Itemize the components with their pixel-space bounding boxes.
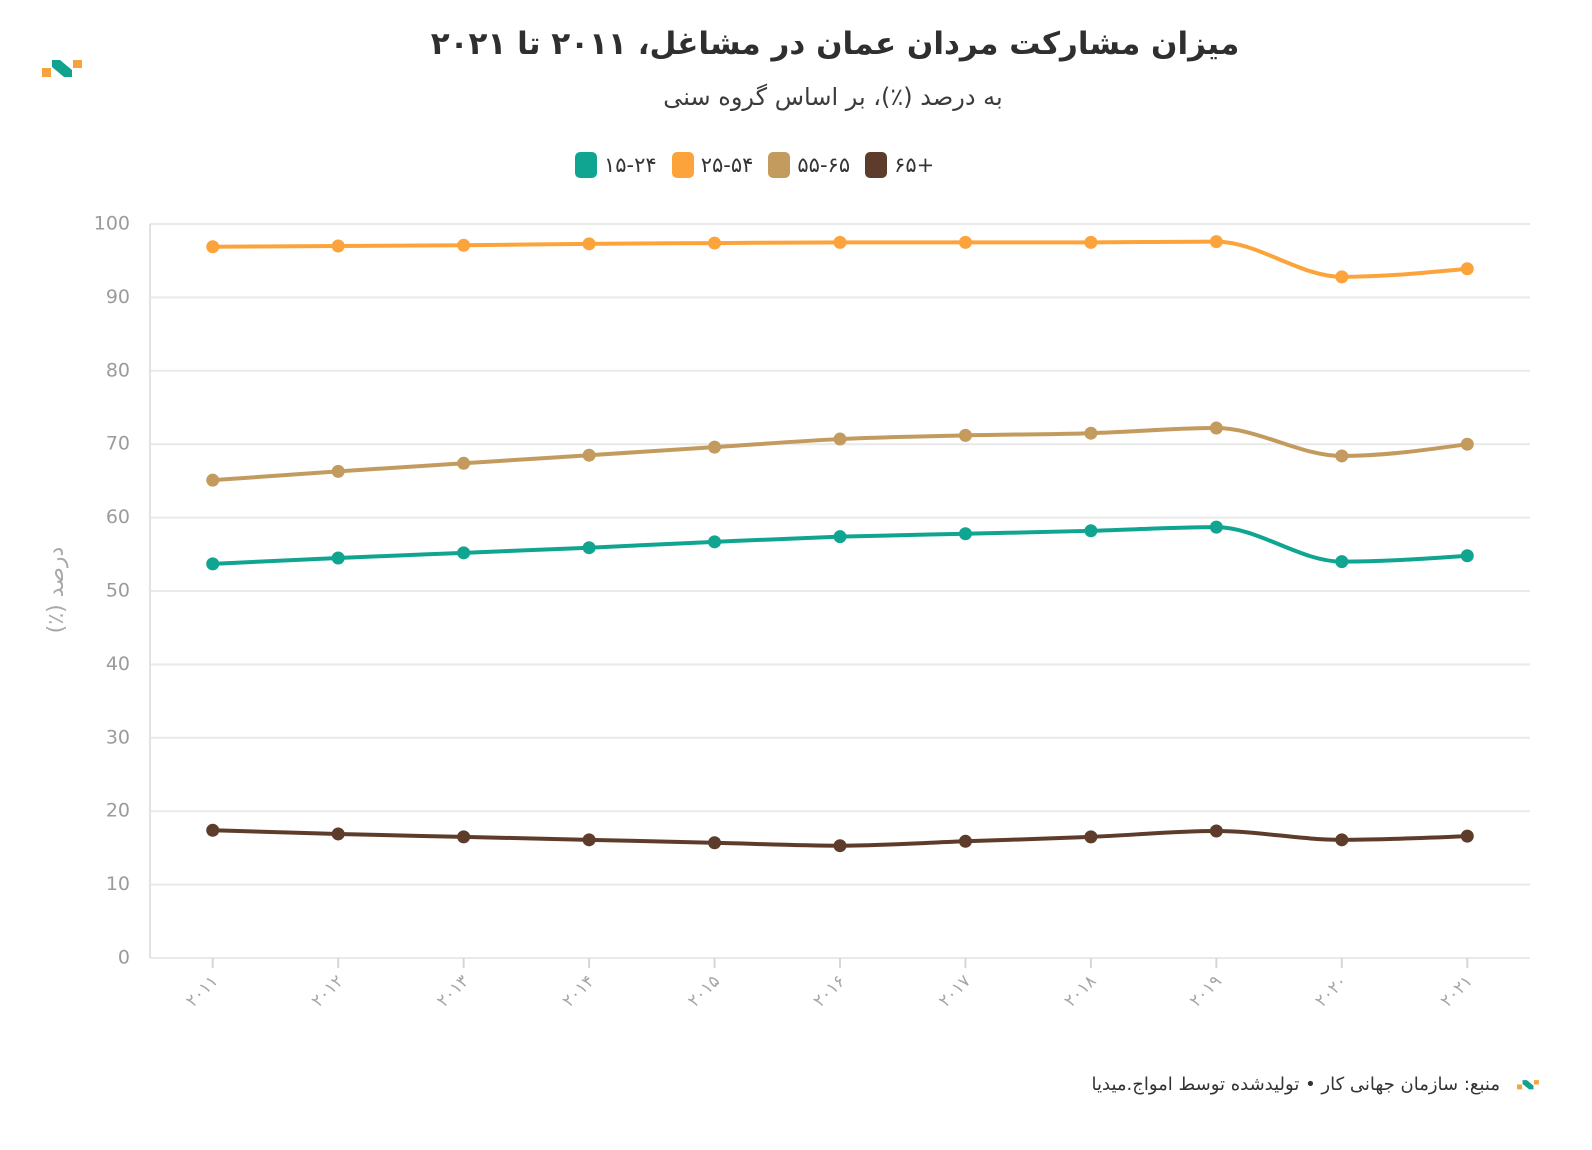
- gridlines: [150, 223, 1530, 959]
- data-point-1-6: [958, 235, 972, 249]
- legend-item-65-plus: ۶۵+: [865, 152, 934, 178]
- legend-swatch: [671, 152, 694, 178]
- data-point-2-3: [582, 448, 596, 462]
- x-tick-label: ۲۰۱۹: [1186, 971, 1226, 1011]
- data-point-0-3: [582, 541, 596, 555]
- data-point-1-2: [457, 238, 471, 252]
- y-tick-label: 0: [118, 947, 130, 969]
- x-tick-label: ۲۰۱۷: [935, 971, 975, 1011]
- source-note: منبع: سازمان جهانی کار • تولیدشده توسط ا…: [1091, 1074, 1501, 1095]
- chart-subtitle: به درصد (٪)، بر اساس گروه سنی: [663, 83, 1003, 111]
- data-point-1-7: [1084, 235, 1098, 249]
- x-tick-label: ۲۰۱۵: [684, 971, 724, 1011]
- data-point-0-6: [958, 527, 972, 541]
- legend-item-25-54: ۲۵-۵۴: [671, 152, 754, 178]
- legend-swatch: [865, 152, 888, 178]
- data-point-0-2: [457, 546, 471, 560]
- legend: ۱۵-۲۴ ۲۵-۵۴ ۵۵-۶۵ ۶۵+: [575, 152, 949, 178]
- legend-item-15-24: ۱۵-۲۴: [575, 152, 657, 178]
- y-tick-label: 40: [106, 653, 130, 675]
- data-point-3-1: [331, 827, 345, 841]
- data-point-1-10: [1460, 262, 1474, 276]
- data-point-0-1: [331, 551, 345, 565]
- data-point-3-3: [582, 833, 596, 847]
- data-point-2-8: [1209, 421, 1223, 435]
- data-point-2-5: [833, 432, 847, 446]
- legend-item-55-65: ۵۵-۶۵: [768, 152, 850, 178]
- data-point-1-3: [582, 237, 596, 251]
- data-point-2-9: [1335, 449, 1349, 463]
- data-point-1-1: [331, 239, 345, 253]
- data-point-3-0: [206, 823, 220, 837]
- data-point-0-4: [708, 535, 722, 549]
- data-point-0-8: [1209, 520, 1223, 534]
- y-tick-label: 50: [106, 580, 130, 602]
- data-point-1-9: [1335, 270, 1349, 284]
- legend-label: ۱۵-۲۴: [604, 153, 657, 177]
- data-point-2-10: [1460, 437, 1474, 451]
- data-point-0-10: [1460, 549, 1474, 563]
- y-tick-label: 20: [106, 800, 130, 822]
- data-point-2-2: [457, 456, 471, 470]
- data-point-2-7: [1084, 426, 1098, 440]
- brand-logo-icon: [1517, 1080, 1539, 1090]
- legend-label: ۶۵+: [894, 153, 935, 177]
- x-tick-label: ۲۰۱۳: [433, 971, 473, 1011]
- data-point-2-6: [958, 428, 972, 442]
- data-point-3-8: [1209, 824, 1223, 838]
- data-point-3-7: [1084, 830, 1098, 844]
- data-point-1-0: [206, 240, 220, 254]
- data-point-3-4: [708, 836, 722, 850]
- y-tick-label: 80: [106, 359, 130, 381]
- x-tick-label: ۲۰۱۶: [810, 971, 850, 1011]
- series-3: [206, 823, 1474, 853]
- x-tick-label: ۲۰۱۲: [308, 971, 348, 1011]
- y-tick-label: 70: [106, 433, 130, 455]
- data-point-1-4: [708, 236, 722, 250]
- data-point-3-9: [1335, 833, 1349, 847]
- data-point-0-0: [206, 557, 220, 571]
- data-point-3-5: [833, 839, 847, 853]
- brand-logo-icon: [42, 60, 82, 77]
- series-2: [206, 421, 1474, 487]
- series-0: [206, 520, 1474, 571]
- data-point-2-1: [331, 464, 345, 478]
- x-axis: ۲۰۱۱ ۲۰۱۲ ۲۰۱۳ ۲۰۱۴ ۲۰۱۵ ۲۰۱۶ ۲۰۱۷ ۲۰۱۸ ۲۰۱۹ ۲۰۲۰…: [182, 958, 1477, 1011]
- data-point-1-8: [1209, 235, 1223, 249]
- data-point-3-10: [1460, 829, 1474, 843]
- x-tick-label: ۲۰۲۰: [1311, 971, 1351, 1011]
- legend-label: ۲۵-۵۴: [700, 153, 754, 177]
- series-1: [206, 235, 1474, 284]
- data-point-3-2: [457, 830, 471, 844]
- data-point-2-4: [708, 440, 722, 454]
- x-tick-label: ۲۰۱۸: [1060, 971, 1100, 1011]
- data-point-0-7: [1084, 524, 1098, 538]
- y-tick-label: 30: [106, 726, 130, 748]
- data-point-2-0: [206, 473, 220, 487]
- legend-label: ۵۵-۶۵: [797, 153, 851, 177]
- legend-swatch: [575, 152, 597, 178]
- data-point-3-6: [958, 834, 972, 848]
- data-point-0-9: [1335, 555, 1349, 569]
- x-tick-label: ۲۰۱۴: [559, 971, 599, 1011]
- data-point-1-5: [833, 235, 847, 249]
- data-point-0-5: [833, 530, 847, 544]
- x-tick-label: ۲۰۱۱: [182, 971, 222, 1011]
- x-tick-label: ۲۰۲۱: [1437, 971, 1477, 1011]
- y-axis-title: درصد (٪): [44, 547, 69, 634]
- y-tick-label: 10: [106, 873, 130, 895]
- legend-swatch: [768, 152, 791, 178]
- chart-title: میزان مشارکت مردان عمان در مشاغل، ۲۰۱۱ ت…: [430, 26, 1240, 62]
- y-tick-label: 90: [106, 286, 130, 308]
- y-axis: 0 10 20 30 40 50 60 70 80 90 100 درصد (٪): [44, 213, 151, 969]
- y-tick-label: 100: [94, 213, 130, 235]
- y-tick-label: 60: [106, 506, 130, 528]
